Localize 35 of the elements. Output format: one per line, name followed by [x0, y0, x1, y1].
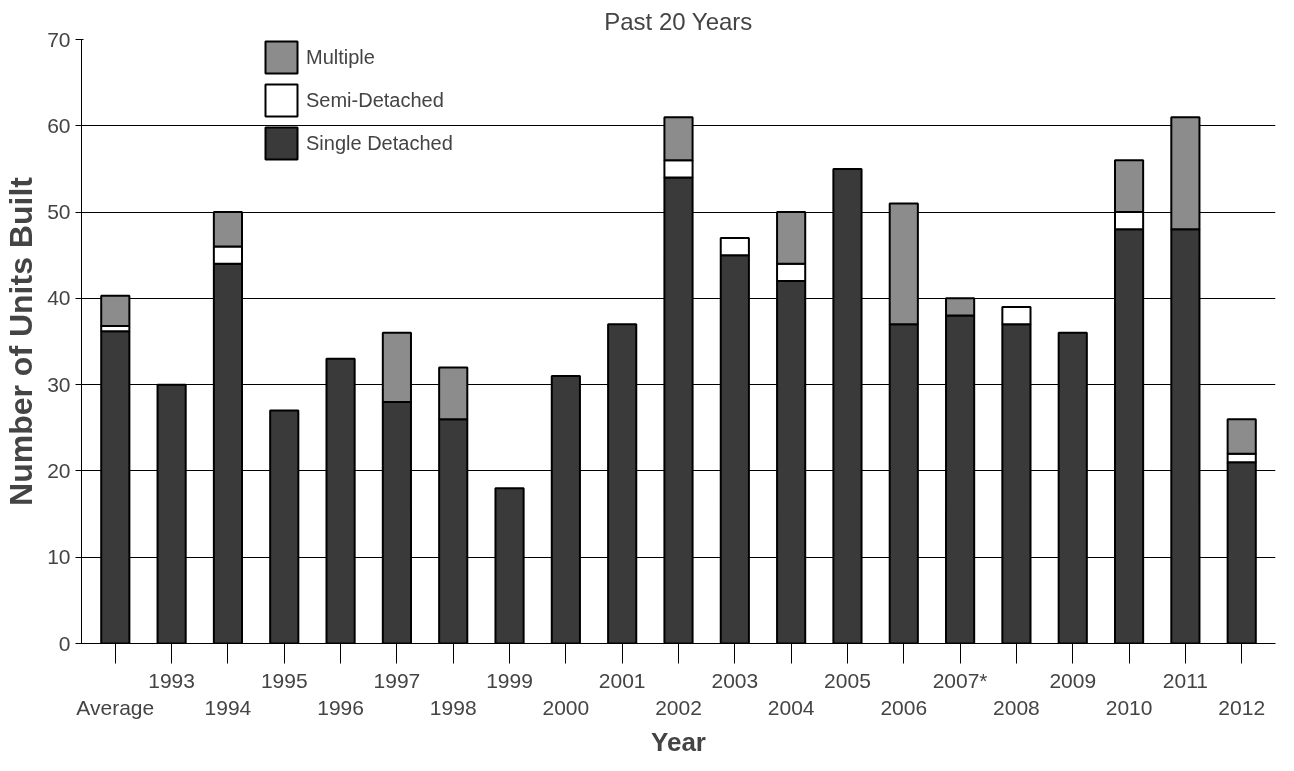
x-tick-label: 2010 [1105, 696, 1153, 720]
x-tick-label: 2000 [542, 696, 590, 720]
x-tick-label: Average [76, 696, 155, 720]
chart-title: Past 20 Years [604, 7, 753, 35]
y-tick-label: 0 [58, 631, 71, 655]
x-tick-label: 1998 [429, 696, 477, 720]
x-tick-label: 2007* [932, 668, 988, 692]
x-tick-label: 1999 [486, 668, 533, 692]
x-tick-label: 1996 [317, 696, 364, 720]
x-tick-label: 2006 [880, 696, 928, 720]
legend-label: Semi-Detached [306, 88, 444, 112]
x-tick-label: 2008 [993, 696, 1040, 720]
x-tick-label: 1997 [373, 668, 421, 692]
x-axis-title: Year [651, 727, 706, 758]
x-tick-label: 1993 [148, 668, 195, 692]
y-tick-label: 10 [47, 545, 71, 569]
x-tick-label: 2012 [1218, 696, 1266, 720]
x-tick-label: 2011 [1162, 668, 1208, 692]
x-tick-label: 2005 [824, 668, 871, 692]
x-tick-label: 1994 [204, 696, 252, 720]
y-tick-label: 30 [47, 372, 71, 396]
x-tick-label: 2002 [655, 696, 702, 720]
y-tick-label: 20 [47, 458, 71, 482]
y-tick-label: 60 [47, 113, 71, 137]
legend-label: Multiple [306, 45, 375, 69]
y-tick-label: 70 [47, 27, 71, 51]
x-tick-label: 2009 [1049, 668, 1097, 692]
y-tick-label: 40 [47, 286, 71, 310]
x-tick-label: 2001 [598, 668, 646, 692]
y-tick-label: 50 [47, 200, 71, 224]
legend-label: Single Detached [306, 131, 453, 155]
x-tick-label: 1995 [260, 668, 308, 692]
x-tick-label: 2003 [711, 668, 759, 692]
y-axis-title: Number of Units Built [3, 176, 40, 506]
x-tick-label: 2004 [767, 696, 815, 720]
